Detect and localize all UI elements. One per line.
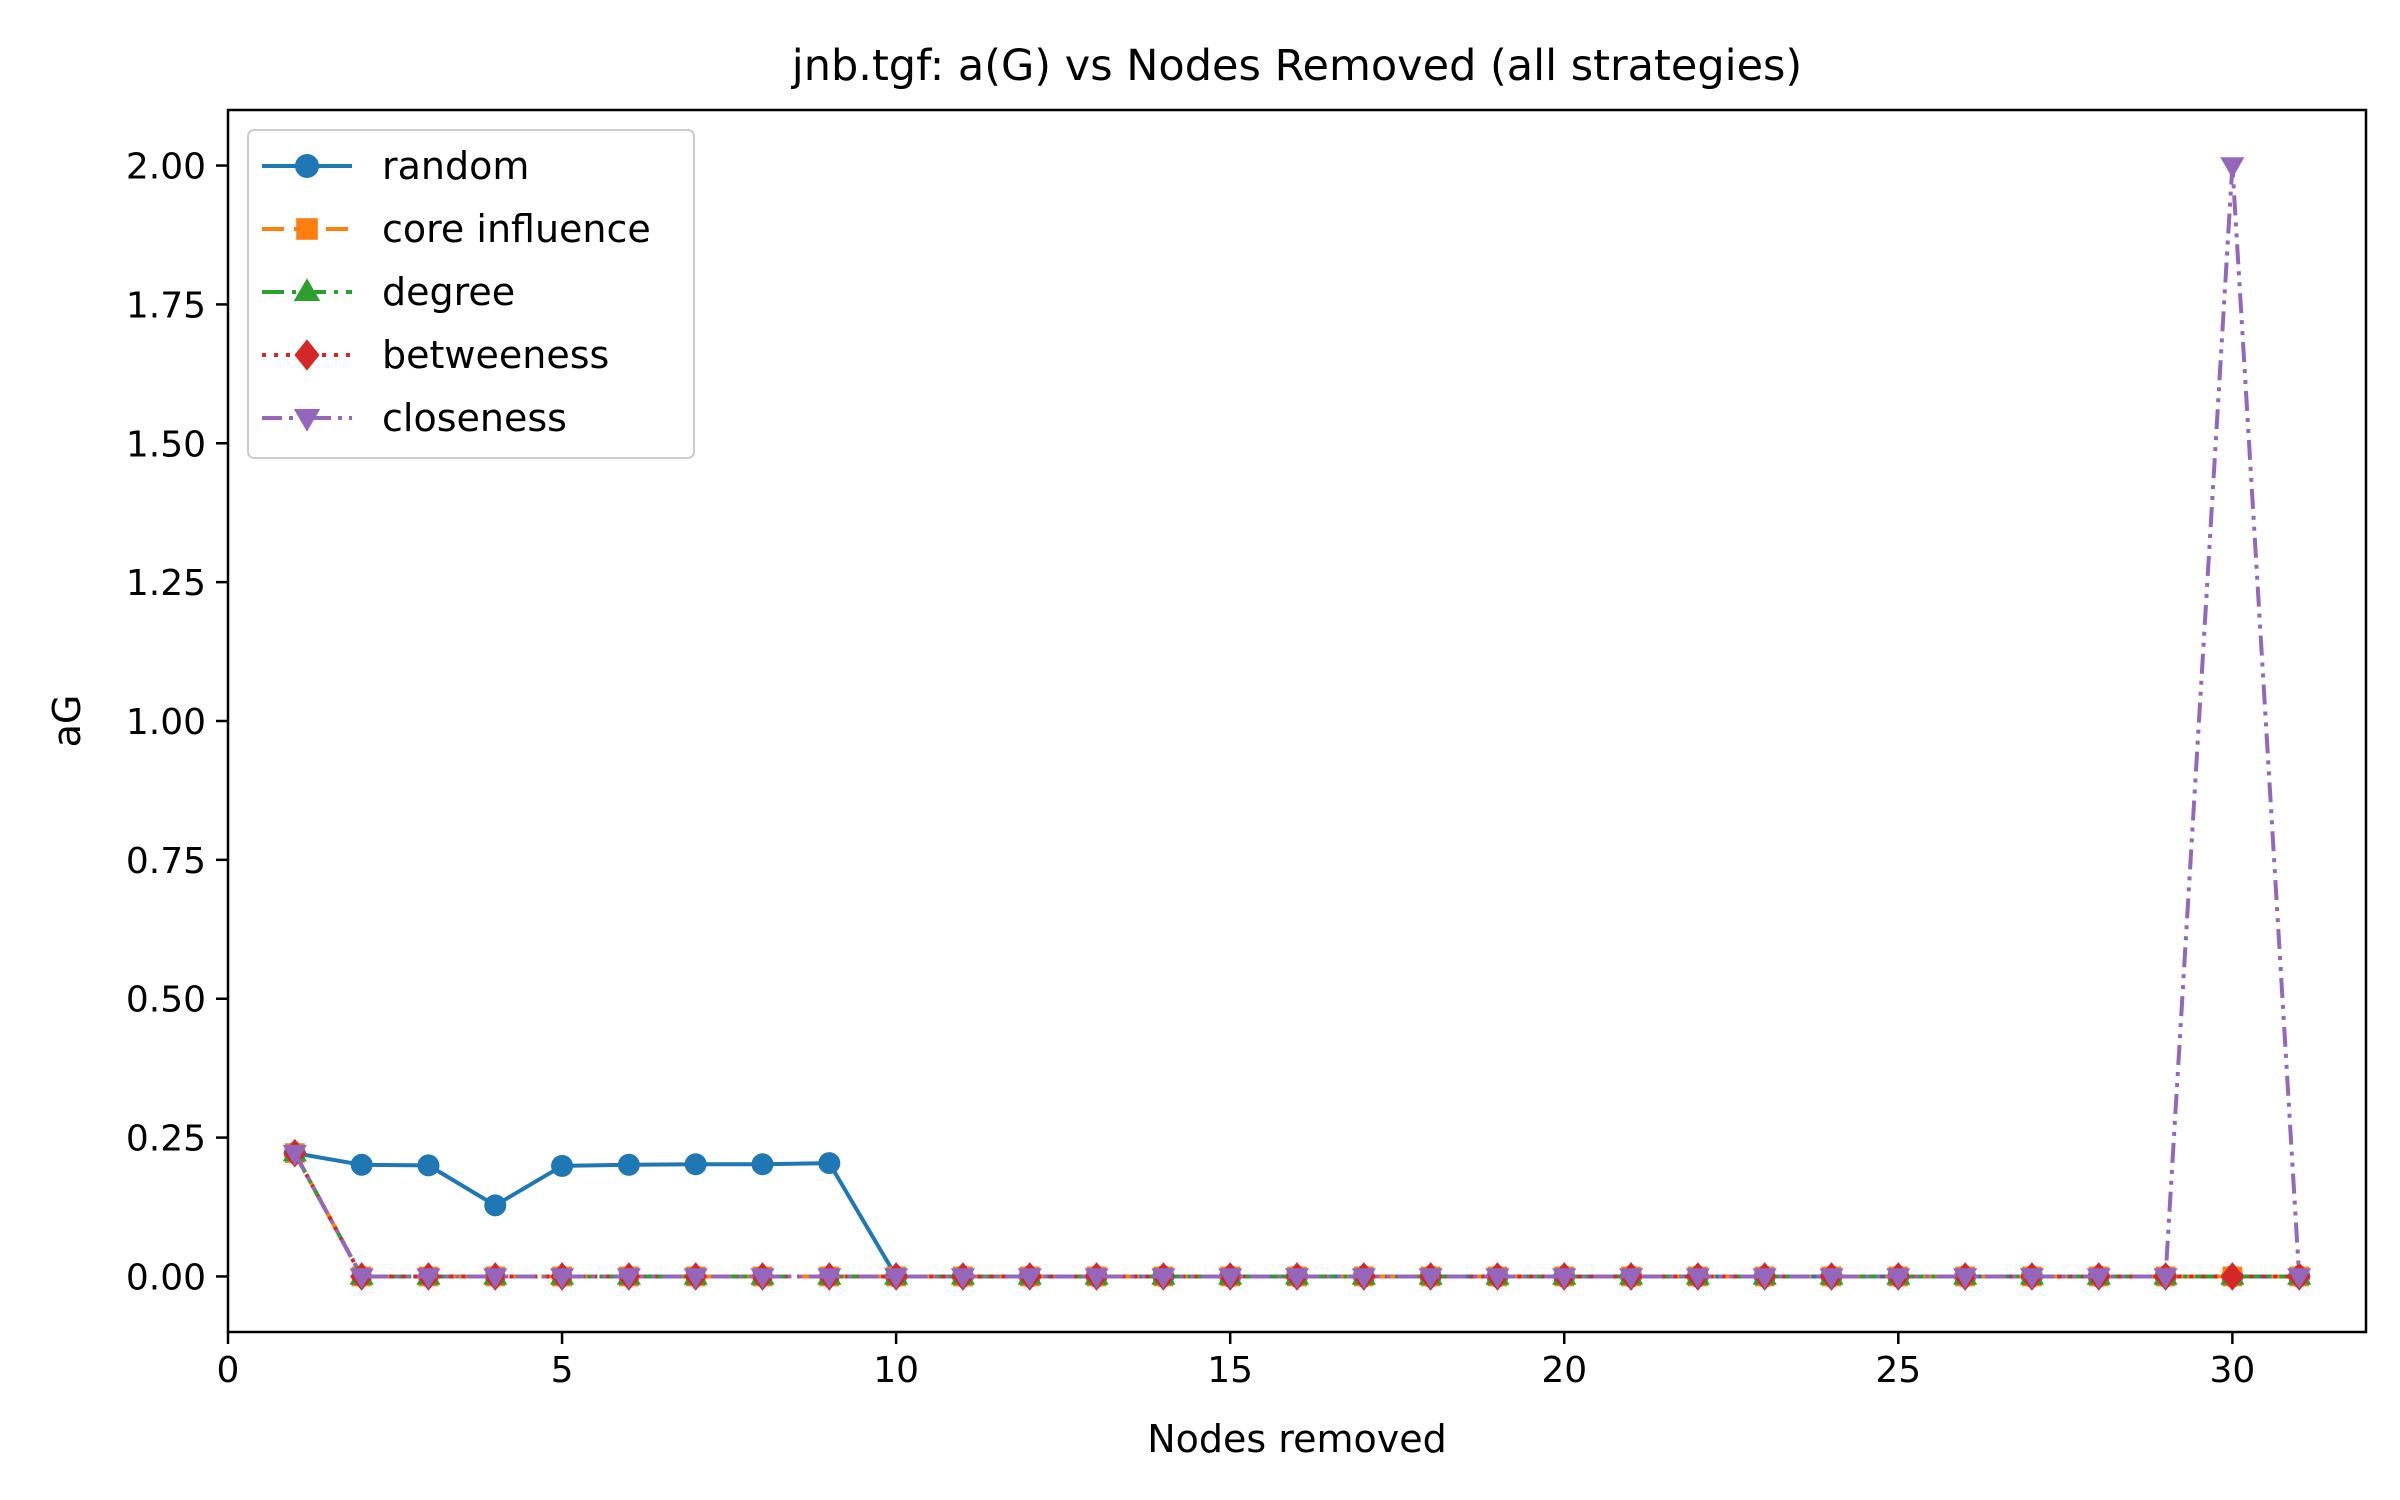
x-axis-label: Nodes removed <box>1147 1417 1446 1461</box>
x-tick-label: 10 <box>873 1350 919 1391</box>
y-tick-label: 1.50 <box>126 424 206 465</box>
legend-marker <box>293 278 321 301</box>
data-point-closeness <box>549 1268 575 1290</box>
series-betweeness <box>283 1138 2311 1291</box>
data-point-random <box>751 1153 774 1176</box>
data-point-closeness <box>1752 1268 1777 1290</box>
y-tick-label: 2.00 <box>126 147 206 188</box>
legend-box <box>247 129 695 459</box>
legend-marker <box>294 339 320 371</box>
legend-label: betweeness <box>382 333 609 377</box>
legend-marker <box>295 154 319 178</box>
series-line-betweeness <box>293 1152 2300 1279</box>
data-point-closeness <box>1151 1268 1176 1290</box>
series-line-core-influence <box>293 1152 2300 1279</box>
data-point-closeness <box>416 1268 441 1290</box>
data-point-closeness <box>750 1268 775 1290</box>
data-point-closeness <box>616 1268 641 1290</box>
chart-title: jnb.tgf: a(G) vs Nodes Removed (all stra… <box>791 41 1802 91</box>
data-point-closeness <box>2086 1268 2111 1290</box>
y-tick-label: 1.75 <box>126 285 206 326</box>
data-point-closeness <box>2220 157 2245 179</box>
data-point-closeness <box>2153 1268 2178 1290</box>
data-point-random <box>551 1154 574 1177</box>
data-point-closeness <box>1017 1268 1042 1290</box>
y-tick-label: 0.50 <box>126 980 206 1021</box>
data-point-closeness <box>1819 1268 1844 1290</box>
x-tick-label: 20 <box>1541 1350 1587 1391</box>
data-point-closeness <box>2287 1268 2312 1290</box>
series-line-degree <box>293 1152 2300 1279</box>
data-point-closeness <box>1953 1268 1978 1290</box>
data-point-closeness <box>1218 1268 1243 1290</box>
data-point-closeness <box>817 1268 842 1290</box>
legend-marker <box>293 409 321 432</box>
legend-label: degree <box>382 270 515 314</box>
data-point-closeness <box>1084 1268 1109 1290</box>
y-axis-label: aG <box>45 695 89 748</box>
y-tick-label: 1.00 <box>126 702 206 743</box>
data-point-closeness <box>683 1268 708 1290</box>
legend-label: random <box>382 144 529 188</box>
data-point-closeness <box>1418 1268 1443 1290</box>
y-tick-label: 0.75 <box>126 841 206 882</box>
legend: random core influence degree betweeness clos… <box>247 129 695 459</box>
legend-item-random: random <box>262 144 529 188</box>
legend-item-core-influence: core influence <box>262 207 651 251</box>
plot-area <box>282 157 2312 1291</box>
data-point-closeness <box>349 1268 374 1290</box>
x-tick-label: 30 <box>2209 1350 2255 1391</box>
data-point-closeness <box>282 1144 307 1166</box>
series-line-random <box>294 1151 2300 1279</box>
x-tick-label: 0 <box>217 1350 240 1391</box>
data-point-closeness <box>1485 1268 1510 1290</box>
data-point-closeness <box>884 1268 909 1290</box>
legend-item-betweeness: betweeness <box>262 333 609 377</box>
legend-item-degree: degree <box>262 270 515 314</box>
data-point-closeness <box>1618 1268 1644 1290</box>
data-point-random <box>417 1154 440 1177</box>
x-axis: 0 5 10 15 20 25 30 <box>217 1332 2255 1391</box>
data-point-closeness <box>2019 1268 2045 1290</box>
y-tick-label: 0.00 <box>126 1257 206 1298</box>
x-tick-label: 25 <box>1875 1350 1921 1391</box>
x-tick-label: 5 <box>551 1350 574 1391</box>
data-point-random <box>617 1153 640 1176</box>
y-tick-label: 1.25 <box>126 563 206 604</box>
data-point-random <box>684 1153 707 1176</box>
data-point-closeness <box>1685 1268 1710 1290</box>
legend-marker <box>296 218 318 240</box>
data-point-closeness <box>1886 1268 1911 1290</box>
legend-label: closeness <box>382 396 567 440</box>
legend-label: core influence <box>382 207 651 251</box>
x-tick-label: 15 <box>1207 1350 1253 1391</box>
data-point-closeness <box>483 1268 508 1290</box>
y-tick-label: 0.25 <box>126 1119 206 1160</box>
series-closeness <box>282 157 2312 1290</box>
data-point-closeness <box>950 1268 976 1290</box>
y-axis: 0.00 0.25 0.50 0.75 1.00 1.25 1.50 1.75 2.00 <box>126 147 228 1298</box>
data-point-random <box>818 1152 841 1175</box>
data-point-closeness <box>1284 1268 1310 1290</box>
legend-item-closeness: closeness <box>262 396 567 440</box>
data-point-random <box>484 1194 507 1217</box>
data-point-closeness <box>1351 1268 1376 1290</box>
data-point-random <box>350 1153 373 1176</box>
data-point-closeness <box>1552 1268 1577 1290</box>
data-point-betweeness <box>2220 1262 2244 1291</box>
